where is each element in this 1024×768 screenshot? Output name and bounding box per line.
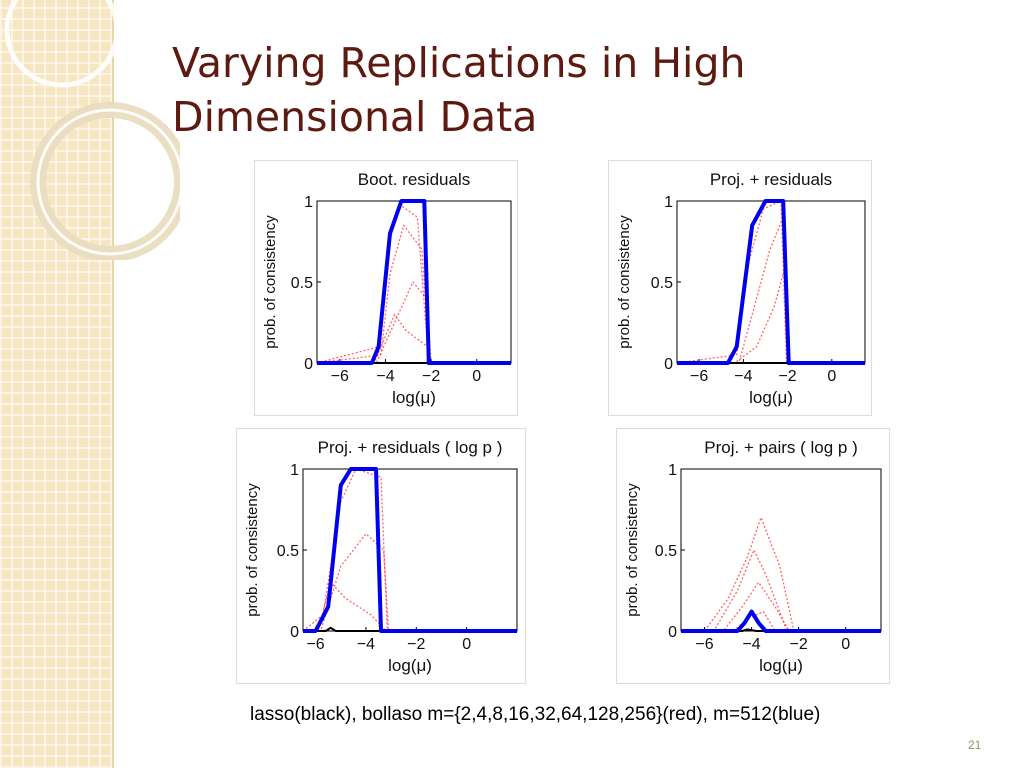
chart-title: Boot. residuals — [358, 170, 470, 189]
y-tick-label: 0 — [290, 624, 299, 641]
decorative-rings — [4, 0, 180, 260]
chart-title: Proj. + residuals — [710, 170, 832, 189]
y-tick-label: 1 — [668, 462, 677, 479]
y-axis-label: prob. of consistency — [616, 215, 633, 349]
x-tick-label: 0 — [472, 368, 481, 385]
x-tick-label: −6 — [331, 368, 349, 385]
y-tick-label: 0 — [304, 356, 313, 373]
series-line-bolasso-red — [681, 549, 881, 632]
x-tick-label: −4 — [742, 636, 760, 653]
x-tick-label: −4 — [357, 636, 375, 653]
series-line-m512-blue — [317, 199, 511, 365]
y-tick-label: 0.5 — [655, 543, 677, 560]
y-tick-label: 1 — [304, 194, 313, 211]
series-line-m512-blue — [303, 467, 517, 633]
y-tick-label: 0.5 — [277, 543, 299, 560]
y-tick-label: 0 — [664, 356, 673, 373]
x-tick-label: −4 — [734, 368, 752, 385]
chart-proj-pairs-logp: Proj. + pairs ( log p ) 0 0.5 1 −6 −4 −2 0 log(μ… — [624, 438, 882, 675]
x-tick-label: 0 — [462, 636, 471, 653]
series-line-bolasso-red — [303, 581, 517, 632]
series-line-bolasso-red — [681, 581, 881, 632]
series-line-bolasso-red — [317, 281, 511, 364]
plot-area-frame — [676, 200, 866, 364]
x-tick-label: −2 — [422, 368, 440, 385]
series-line-bolasso-red — [316, 203, 511, 364]
chart-title: Proj. + pairs ( log p ) — [704, 438, 858, 457]
x-tick-label: −2 — [790, 636, 808, 653]
figure-caption: lasso(black), bollaso m={2,4,8,16,32,64,… — [250, 704, 821, 725]
x-tick-label: −6 — [695, 636, 713, 653]
x-tick-label: 0 — [841, 636, 850, 653]
y-tick-label: 0.5 — [651, 275, 673, 292]
chart-panel-boot-residuals: Boot. residuals 0 0.5 1 −6 −4 −2 0 log(μ) prob. o… — [254, 160, 518, 416]
series-line-bolasso-red — [681, 516, 881, 632]
x-tick-label: −2 — [778, 368, 796, 385]
x-tick-label: −6 — [690, 368, 708, 385]
x-axis-label: log(μ) — [759, 656, 803, 675]
plot-area-frame — [316, 200, 512, 364]
series-line-bolasso-red — [677, 265, 865, 364]
chart-proj-residuals-logp: Proj. + residuals ( log p ) 0 0.5 1 −6 −4 −2 0 l… — [244, 438, 518, 675]
x-axis-label: log(μ) — [388, 656, 432, 675]
decorative-ring-upper — [4, 0, 120, 88]
chart-boot-residuals: Boot. residuals 0 0.5 1 −6 −4 −2 0 log(μ) prob. o… — [262, 170, 512, 407]
y-tick-label: 0.5 — [291, 275, 313, 292]
y-tick-label: 0 — [668, 624, 677, 641]
y-axis-label: prob. of consistency — [262, 215, 279, 349]
x-tick-label: −4 — [376, 368, 394, 385]
plot-area-frame — [680, 468, 882, 632]
chart-proj-residuals: Proj. + residuals 0 0.5 1 −6 −4 −2 0 log(μ) prob.… — [616, 170, 866, 407]
y-tick-label: 1 — [664, 194, 673, 211]
series-line-bolasso-red — [677, 216, 865, 364]
series-line-bolasso-red — [316, 224, 511, 364]
decorative-ring-lower-inner — [36, 108, 180, 256]
y-axis-label: prob. of consistency — [244, 483, 261, 617]
series-line-m512-blue — [677, 199, 865, 365]
x-tick-label: −6 — [306, 636, 324, 653]
x-tick-label: −2 — [407, 636, 425, 653]
series-line-m512-blue — [681, 609, 881, 633]
sidebar-divider — [112, 0, 114, 768]
slide-title: Varying Replications in High Dimensional… — [172, 39, 746, 141]
chart-panel-proj-residuals-logp: Proj. + residuals ( log p ) 0 0.5 1 −6 −4 −2 0 l… — [236, 428, 526, 684]
series-line-bolasso-red — [676, 200, 865, 364]
chart-panel-proj-residuals: Proj. + residuals 0 0.5 1 −6 −4 −2 0 log(μ) prob.… — [608, 160, 872, 416]
x-tick-label: 0 — [827, 368, 836, 385]
x-axis-label: log(μ) — [749, 388, 793, 407]
chart-panel-proj-pairs-logp: Proj. + pairs ( log p ) 0 0.5 1 −6 −4 −2 0 log(μ… — [616, 428, 890, 684]
slide-number: 21 — [968, 738, 982, 752]
y-tick-label: 1 — [290, 462, 299, 479]
x-axis-label: log(μ) — [392, 388, 436, 407]
chart-title: Proj. + residuals ( log p ) — [318, 438, 503, 457]
y-axis-label: prob. of consistency — [624, 483, 641, 617]
